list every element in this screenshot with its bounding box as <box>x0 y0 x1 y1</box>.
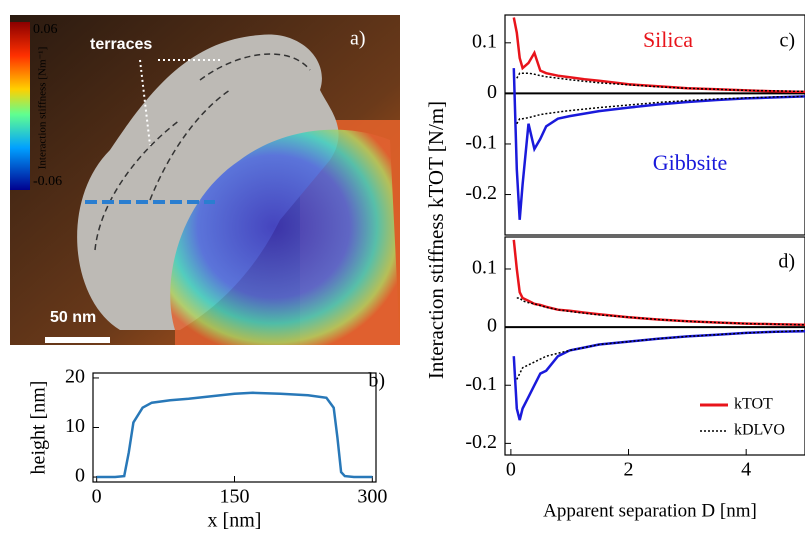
colorbar-label: Interaction stiffness [Nm⁻¹] <box>37 47 49 170</box>
y-axis-label: height [nm] <box>28 381 50 475</box>
panel-label: d) <box>778 251 795 273</box>
y-tick-label: 0 <box>75 465 85 487</box>
stiffness-map <box>170 129 400 345</box>
legend-label: kTOT <box>734 396 773 413</box>
series-line <box>516 95 805 125</box>
y-axis-label: Interaction stiffness kTOT [N/m] <box>424 101 448 379</box>
colorbar-tick-label: -0.06 <box>33 174 62 189</box>
terrace-outline <box>94 53 311 251</box>
series-line <box>96 391 373 479</box>
series-label: Silica <box>643 27 693 52</box>
x-tick-label: 0 <box>92 486 102 508</box>
series-line <box>516 297 805 326</box>
legend-label: kDLVO <box>734 422 785 439</box>
y-tick-label: -0.1 <box>465 132 497 154</box>
y-tick-label: -0.2 <box>465 431 497 453</box>
panel-a: terraces 50 nm a) Interaction stiffness … <box>10 15 400 345</box>
particle <box>77 34 339 330</box>
panel-label: c) <box>779 30 795 52</box>
series-line <box>516 72 805 93</box>
chart: -0.2 -0.1 0 0.1 c) Silica Gibbsite <box>465 14 805 236</box>
y-tick-label: 0.1 <box>472 257 497 279</box>
colorbar <box>10 22 30 190</box>
x-tick-label: 300 <box>357 486 387 508</box>
panel-label: b) <box>368 370 385 392</box>
colorbar-tick-label: 0.06 <box>33 22 58 37</box>
x-axis-label: x [nm] <box>208 510 262 532</box>
series-line <box>512 239 805 327</box>
panel-label: a) <box>350 28 366 50</box>
annotation-arrow <box>139 59 151 146</box>
scale-bar-label: 50 nm <box>50 309 96 326</box>
chart: 0 10 20 0 150 300 x [nm] height [nm] b) <box>28 366 388 532</box>
plot-frame <box>504 236 805 456</box>
plot-frame <box>92 372 377 483</box>
chart: -0.2 -0.1 0 0.1 0 2 4 d) kTOT kDLVO <box>465 236 805 481</box>
y-tick-label: 0 <box>487 315 497 337</box>
y-tick-label: 0 <box>487 81 497 103</box>
x-tick-label: 2 <box>624 459 634 481</box>
y-tick-label: 20 <box>65 366 85 388</box>
x-axis-label: Apparent separation D [nm] <box>543 500 757 521</box>
x-tick-label: 0 <box>506 459 516 481</box>
y-tick-label: 0.1 <box>472 30 497 52</box>
y-tick-label: -0.1 <box>465 373 497 395</box>
x-tick-label: 4 <box>741 459 751 481</box>
y-tick-label: 10 <box>65 415 85 437</box>
series-label: Gibbsite <box>653 150 728 175</box>
x-tick-label: 150 <box>220 486 250 508</box>
y-tick-label: -0.2 <box>465 182 497 204</box>
series-line <box>516 329 805 380</box>
plot-frame <box>504 14 805 236</box>
annotation: terraces <box>90 36 152 53</box>
